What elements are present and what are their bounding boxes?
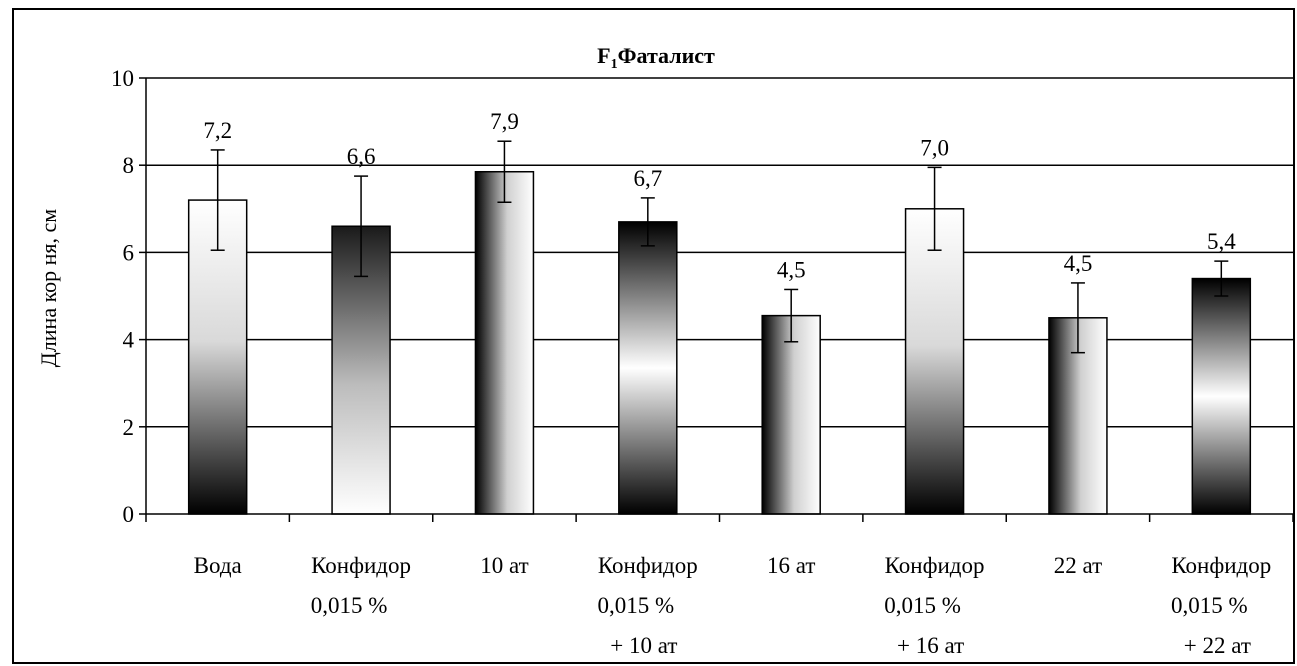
x-category-label: 10 ат [480,553,528,578]
x-category-label: + 22 ат [1184,633,1251,658]
bar [761,314,821,515]
data-labels: 7,2 6,6 7,9 6,7 4,5 7,0 4,5 5,4 [203,109,1236,282]
x-category-label: + 10 ат [610,633,677,658]
x-category-label: Конфидор [311,553,411,578]
bar [474,170,535,515]
data-label: 4,5 [777,257,806,282]
data-label: 5,4 [1207,229,1236,254]
x-axis-ticks: Вода Конфидор 0,015 % 10 ат Конфидор 0,015 % +… [145,514,1293,658]
bars [187,170,1252,515]
chart-title: F1Фаталист [597,43,715,72]
y-tick-label: 8 [123,153,135,178]
y-tick-label: 10 [111,66,134,91]
data-label: 7,9 [490,109,519,134]
y-tick-label: 0 [123,502,135,527]
y-tick-label: 6 [123,240,135,265]
y-tick-label: 2 [123,415,135,440]
x-category-label: 0,015 % [1171,593,1248,618]
data-label: 6,6 [347,144,376,169]
chart-title-subscript: 1 [611,57,618,72]
bar [904,208,965,515]
x-category-label: 22 ат [1054,553,1102,578]
axes [145,78,1293,515]
x-category-label: 16 ат [767,553,815,578]
x-category-label: 0,015 % [884,593,961,618]
x-category-label: Конфидор [598,553,698,578]
data-label: 7,2 [203,118,232,143]
chart-frame: F1Фаталист Длина кор ня, см 0 2 4 6 8 10 7,2 6… [12,8,1295,664]
data-label: 7,0 [920,135,949,160]
chart-title-prefix: F [597,43,610,68]
y-tick-label: 4 [123,328,135,353]
data-label: 6,7 [633,166,662,191]
x-category-label: Конфидор [885,553,985,578]
error-bars [210,140,1229,354]
chart-title-main: Фаталист [618,43,715,68]
bar-chart: F1Фаталист Длина кор ня, см 0 2 4 6 8 10 7,2 6… [36,43,1293,658]
x-category-label: 0,015 % [597,593,674,618]
data-label: 4,5 [1064,251,1093,276]
bar [187,199,248,515]
x-category-label: 0,015 % [311,593,388,618]
x-category-label: + 16 ат [897,633,964,658]
bar [1191,277,1252,515]
bar [618,221,678,515]
gridlines [146,77,1293,428]
y-axis-ticks: 0 2 4 6 8 10 [111,66,146,527]
y-axis-label: Длина кор ня, см [36,209,61,368]
x-category-label: Конфидор [1171,553,1271,578]
x-category-label: Вода [194,553,242,578]
